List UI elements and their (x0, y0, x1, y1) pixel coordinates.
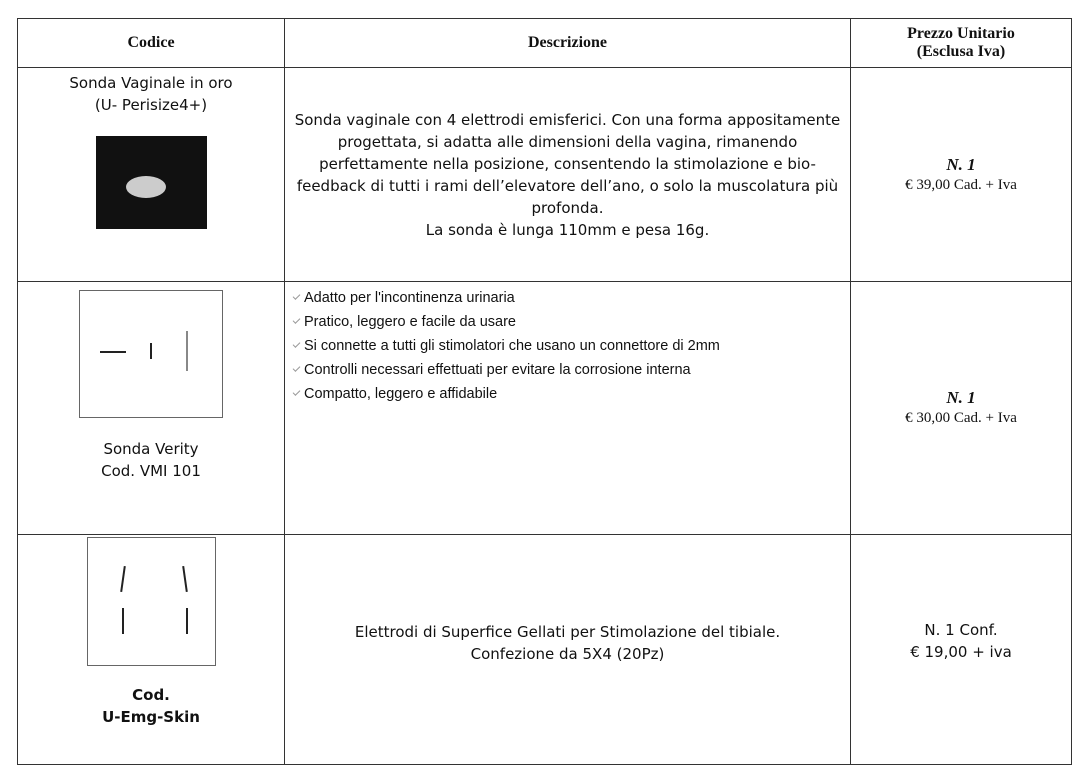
description-cell: Adatto per l'incontinenza urinaria Pratic… (284, 281, 851, 535)
header-line: Prezzo Unitario (907, 25, 1015, 42)
code: Sonda Vaginale in oro (69, 74, 233, 92)
price: € 39,00 Cad. + Iva (905, 176, 1017, 193)
bullet-text: Controlli necessari effettuati per evita… (304, 362, 691, 378)
row: Sonda Vaginale in oro (U- Perisize4+) So… (17, 67, 1072, 282)
product-image (86, 537, 216, 666)
price-table: Codice Descrizione Prezzo Unitario (Esclu… (17, 18, 1072, 765)
bullet-text: Si connette a tutti gli stimolatori che … (304, 338, 720, 354)
bullet-text: Adatto per l'incontinenza urinaria (304, 290, 515, 306)
description-cell: Sonda vaginale con 4 elettrodi emisferic… (284, 67, 851, 282)
quantity: N. 1 (946, 154, 976, 174)
page: Codice Descrizione Prezzo Unitario (Esclu… (17, 18, 1072, 765)
price-cell: N. 1 € 30,00 Cad. + Iva (850, 281, 1072, 535)
bullet-item: Compatto, leggero e affidabile (291, 384, 844, 404)
quantity: N. 1 Conf. (924, 621, 998, 639)
description: Confezione da 5X4 (20Pz) (470, 645, 665, 663)
price: € 30,00 Cad. + Iva (905, 410, 1017, 426)
price-cell: N. 1 € 39,00 Cad. + Iva (850, 67, 1072, 282)
quantity: N. 1 (946, 388, 976, 407)
row: Cod. U-Emg-Skin Elettrodi di Superfice G… (17, 534, 1072, 765)
description: La sonda è lunga 110mm e pesa 16g. (425, 220, 710, 239)
bullet-item: Si connette a tutti gli stimolatori che … (291, 336, 844, 356)
code: Cod. (132, 686, 170, 704)
bullet-item: Controlli necessari effettuati per evita… (291, 360, 844, 380)
description-cell: Elettrodi di Superfice Gellati per Stimo… (284, 534, 851, 765)
code: Sonda Verity (103, 440, 199, 458)
product-image (79, 290, 223, 418)
code: U-Emg-Skin (102, 708, 200, 726)
code-cell: Sonda Verity Cod. VMI 101 (17, 281, 285, 535)
code: Cod. VMI 101 (101, 462, 201, 480)
bullet-text: Compatto, leggero e affidabile (304, 386, 498, 402)
header-row: Codice Descrizione Prezzo Unitario (Esclu… (17, 18, 1072, 68)
header: Prezzo Unitario (Esclusa Iva) (850, 18, 1072, 68)
description: Elettrodi di Superfice Gellati per Stimo… (354, 623, 781, 641)
code-cell: Sonda Vaginale in oro (U- Perisize4+) (17, 67, 285, 282)
bullet-text: Pratico, leggero e facile da usare (304, 314, 516, 330)
bullet-item: Pratico, leggero e facile da usare (291, 312, 844, 332)
bullet-item: Adatto per l'incontinenza urinaria (291, 288, 844, 308)
header: Descrizione (284, 18, 851, 68)
product-image (95, 136, 207, 229)
header-line: (Esclusa Iva) (916, 43, 1006, 60)
price: € 19,00 + iva (910, 643, 1012, 661)
header: Codice (17, 18, 285, 68)
code-cell: Cod. U-Emg-Skin (17, 534, 285, 765)
row: Sonda Verity Cod. VMI 101 Adatto per l'i… (17, 281, 1072, 535)
price-cell: N. 1 Conf. € 19,00 + iva (850, 534, 1072, 765)
code: (U- Perisize4+) (94, 96, 208, 114)
description: Sonda vaginale con 4 elettrodi emisferic… (294, 110, 841, 217)
